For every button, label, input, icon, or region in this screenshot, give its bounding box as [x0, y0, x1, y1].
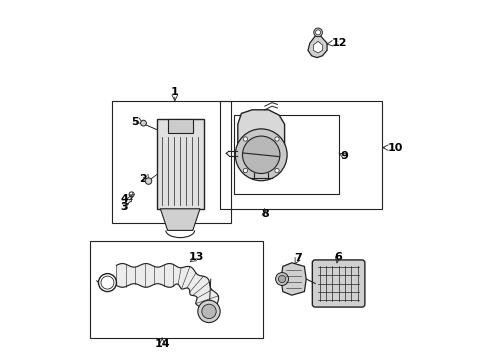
- Text: 2: 2: [139, 174, 147, 184]
- Circle shape: [202, 304, 216, 319]
- Text: 11: 11: [244, 152, 259, 162]
- Circle shape: [243, 137, 247, 141]
- Bar: [157, 119, 204, 209]
- Circle shape: [198, 300, 220, 323]
- Bar: [220, 101, 382, 209]
- Circle shape: [243, 168, 247, 173]
- Circle shape: [141, 120, 147, 126]
- Text: 10: 10: [388, 143, 403, 153]
- Text: 4: 4: [120, 194, 128, 204]
- Text: 7: 7: [294, 253, 302, 264]
- Circle shape: [275, 273, 289, 285]
- Text: 14: 14: [154, 339, 170, 349]
- Text: 5: 5: [131, 117, 139, 127]
- Text: 8: 8: [261, 209, 269, 219]
- Polygon shape: [314, 41, 322, 53]
- FancyBboxPatch shape: [312, 260, 365, 307]
- Text: 13: 13: [189, 252, 204, 262]
- Circle shape: [243, 136, 280, 174]
- Text: 9: 9: [340, 150, 348, 161]
- Text: 3: 3: [121, 202, 128, 212]
- Circle shape: [145, 178, 152, 184]
- Circle shape: [235, 129, 287, 181]
- Circle shape: [316, 30, 320, 35]
- Polygon shape: [238, 110, 285, 173]
- Bar: [90, 241, 263, 338]
- Bar: [168, 119, 193, 133]
- Circle shape: [275, 168, 279, 173]
- Text: 12: 12: [332, 38, 347, 48]
- Circle shape: [278, 275, 286, 283]
- Text: 1: 1: [171, 87, 179, 97]
- Bar: [234, 115, 339, 194]
- Bar: [112, 101, 231, 223]
- Polygon shape: [160, 209, 200, 230]
- Circle shape: [314, 28, 322, 37]
- Polygon shape: [117, 264, 219, 311]
- Circle shape: [275, 137, 279, 141]
- Polygon shape: [281, 263, 306, 295]
- Polygon shape: [308, 36, 327, 58]
- Text: 6: 6: [335, 252, 343, 262]
